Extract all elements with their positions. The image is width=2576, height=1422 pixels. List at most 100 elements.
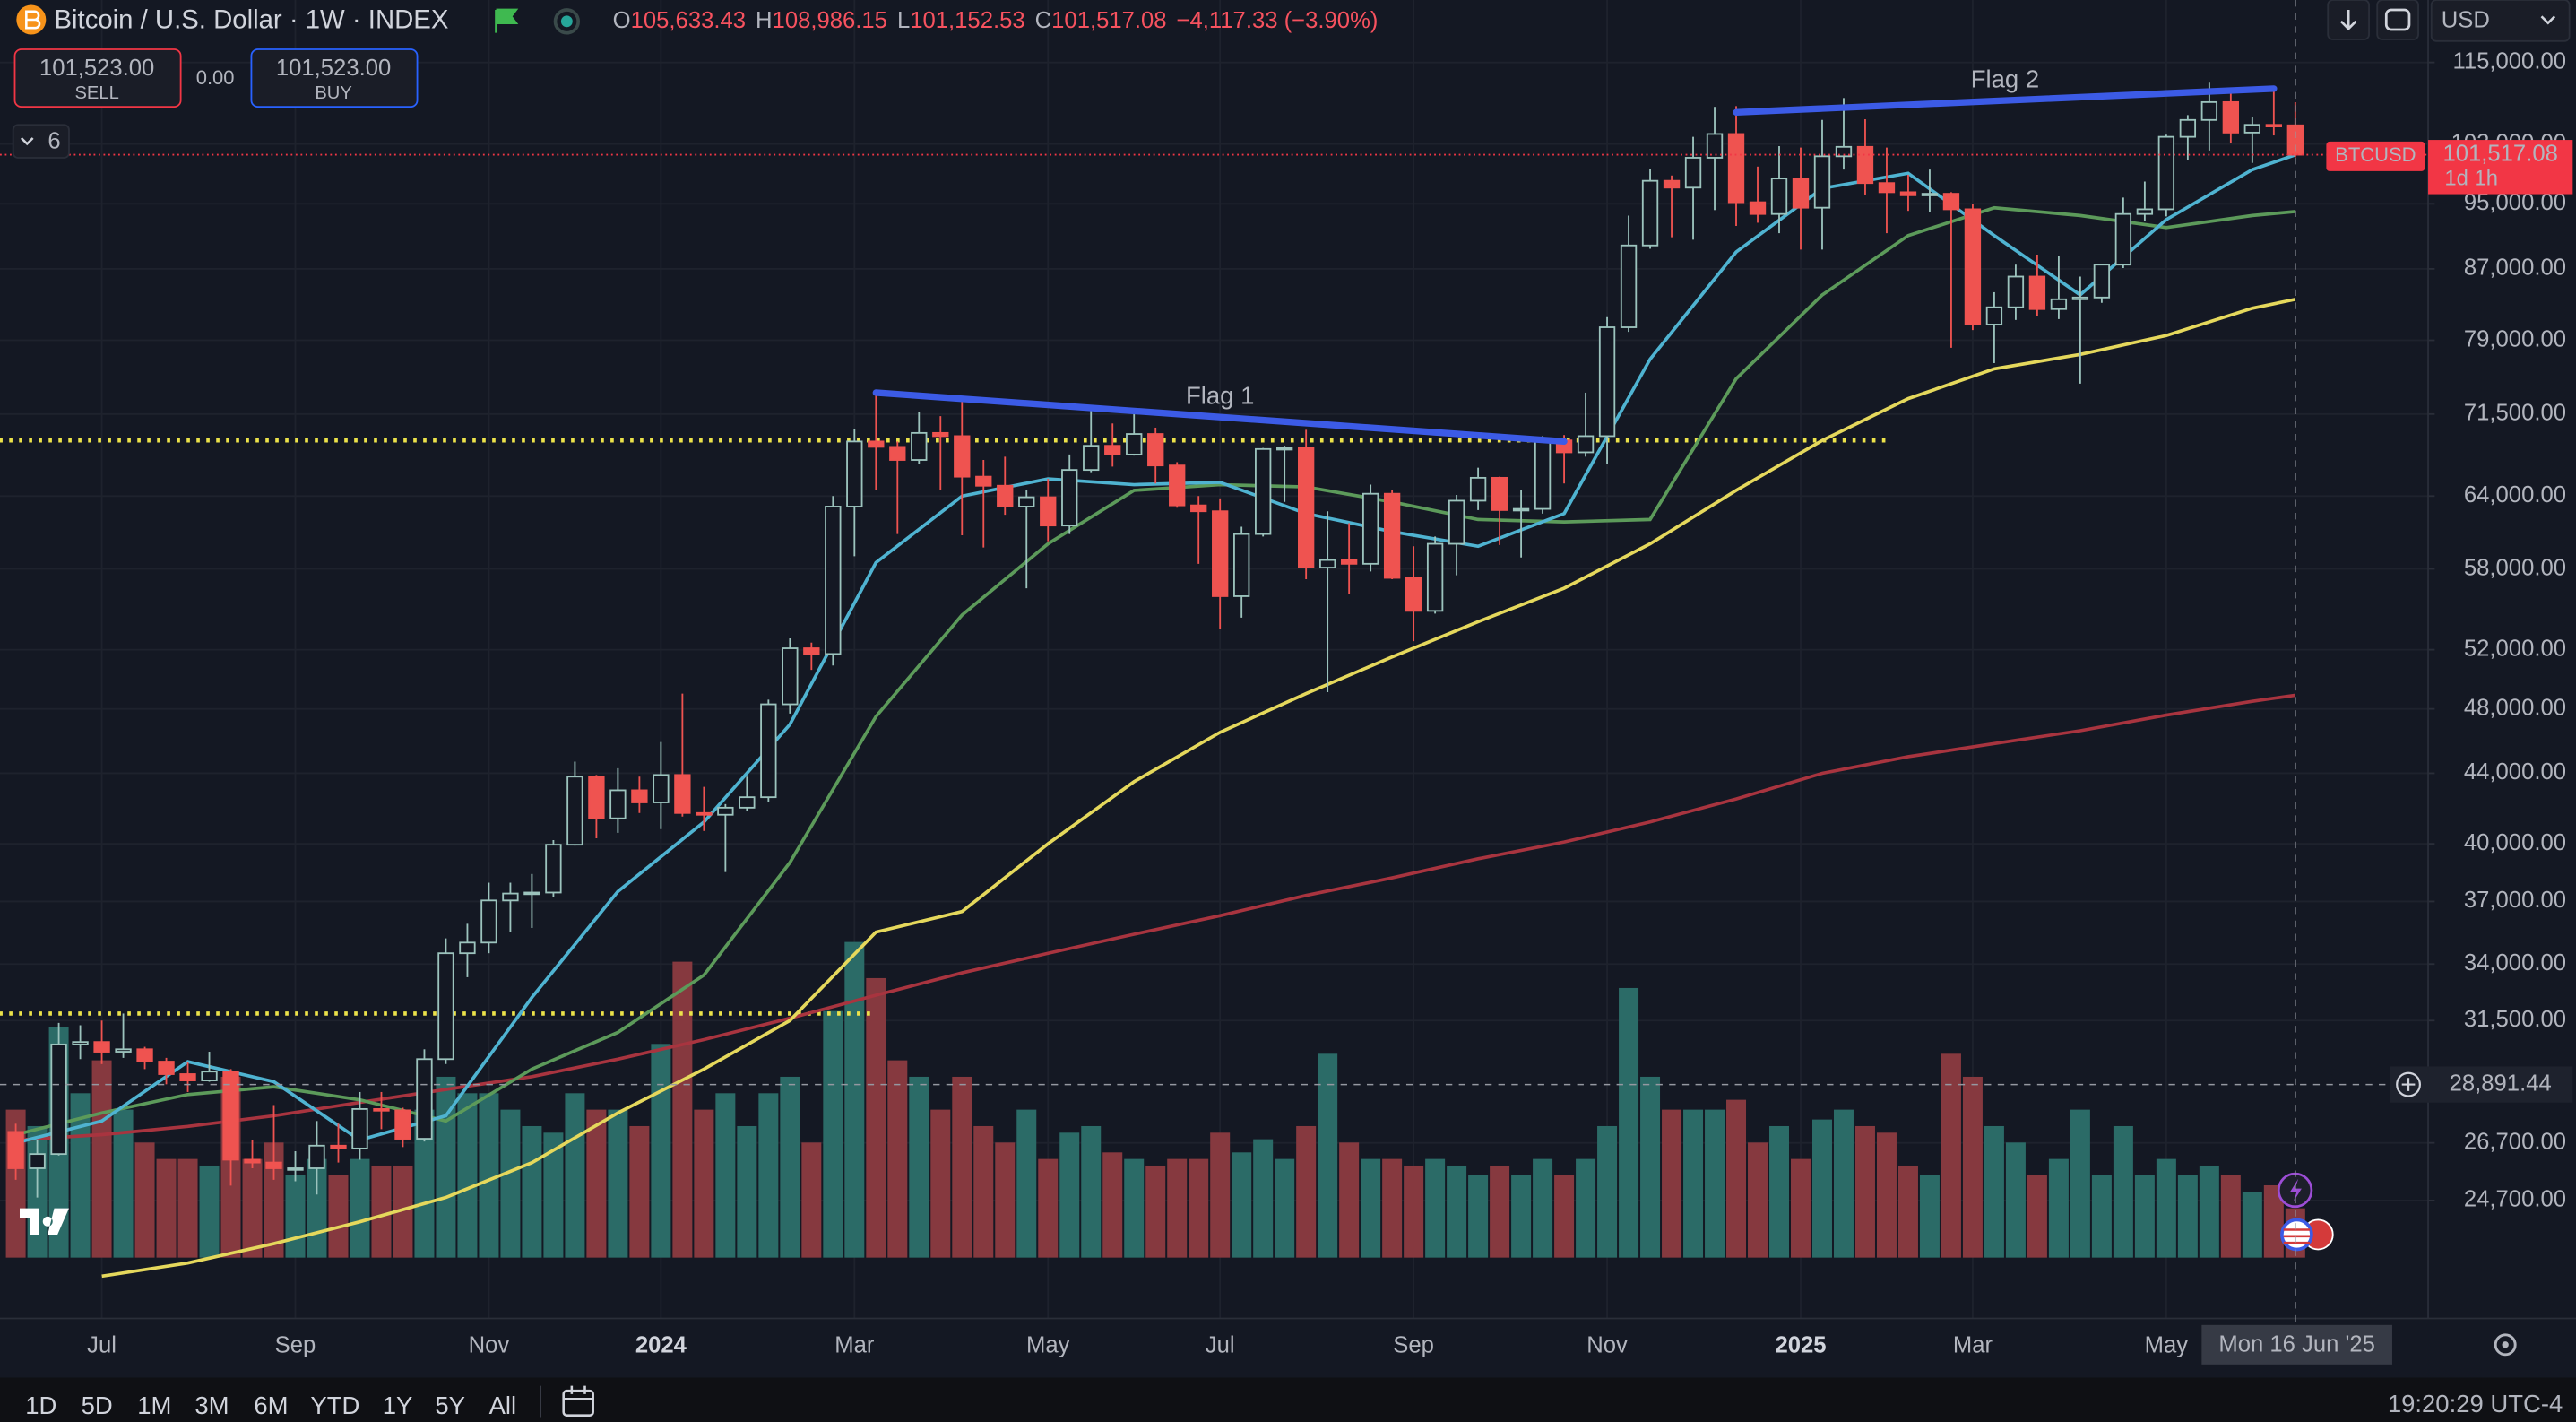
candle-body xyxy=(136,1048,153,1062)
ohlc-key: C xyxy=(1035,8,1052,33)
candle-body xyxy=(1383,492,1401,579)
candle-body xyxy=(502,892,519,902)
y-tick-label: 95,000.00 xyxy=(2464,190,2566,215)
candle-body xyxy=(1083,445,1100,472)
bar-countdown: 1d 1h xyxy=(2444,166,2498,190)
x-tick-label: 2024 xyxy=(635,1332,687,1357)
volume-bar xyxy=(177,1158,198,1258)
symbol-tag-label: BTCUSD xyxy=(2335,143,2416,166)
candle-body xyxy=(330,1144,347,1149)
candle-body xyxy=(1620,244,1638,328)
last-price-label: 101,517.08 xyxy=(2442,141,2557,166)
volume-bar xyxy=(887,1060,908,1258)
calendar-button[interactable] xyxy=(562,1389,594,1417)
volume-bar xyxy=(371,1165,392,1258)
candle-body xyxy=(2114,212,2132,266)
candle-body xyxy=(1426,542,1444,612)
last-price-tag xyxy=(2428,140,2573,195)
volume-bar xyxy=(2263,1184,2284,1258)
y-tick-label: 87,000.00 xyxy=(2464,256,2566,281)
volume-bar xyxy=(1468,1175,1489,1258)
volume-bar xyxy=(2156,1158,2176,1258)
candle-body xyxy=(1942,193,1960,211)
x-tick-label: Jul xyxy=(87,1332,117,1357)
y-tick-label: 34,000.00 xyxy=(2464,950,2566,975)
candle-body xyxy=(717,806,734,816)
candle-body xyxy=(1276,447,1293,451)
candle-body xyxy=(1921,193,1939,196)
symbol-title[interactable]: Bitcoin / U.S. Dollar · 1W · INDEX xyxy=(54,5,448,35)
candle-body xyxy=(1641,179,1659,247)
indicators-toggle[interactable] xyxy=(12,124,70,159)
bottom-toolbar xyxy=(0,1377,2576,1422)
volume-bar xyxy=(715,1093,736,1258)
candle-body xyxy=(1491,476,1508,511)
ohlc-legend: O105,633.43 H108,986.15 L101,152.53 C101,51… xyxy=(613,8,1379,33)
buy-button[interactable] xyxy=(250,48,419,108)
volume-bar xyxy=(2177,1175,2198,1258)
volume-bar xyxy=(1619,987,1639,1258)
candle-body xyxy=(1835,145,1853,158)
volume-bar xyxy=(1790,1158,1811,1258)
timeframe-buttons: 1D 5D 1M 3M 6M YTD 1Y 5Y All xyxy=(25,1392,516,1419)
y-tick-label: 79,000.00 xyxy=(2464,326,2566,351)
candle-body xyxy=(1297,447,1315,568)
timeframe-button[interactable]: YTD xyxy=(310,1392,359,1419)
settings-icon xyxy=(2502,1341,2509,1348)
volume-bar xyxy=(1361,1158,1381,1258)
timeframe-button[interactable]: 5Y xyxy=(435,1392,465,1419)
volume-bar xyxy=(1984,1125,2004,1258)
currency-select[interactable] xyxy=(2430,0,2571,42)
timeframe-button[interactable]: 5D xyxy=(82,1392,113,1419)
economic-event-icon[interactable] xyxy=(2280,1218,2313,1252)
volume-bar xyxy=(543,1132,564,1258)
sell-button[interactable] xyxy=(13,48,182,108)
volume-bar xyxy=(1769,1125,1790,1258)
timeframe-button[interactable]: All xyxy=(489,1392,517,1419)
candle-body xyxy=(2136,208,2154,215)
volume-bar xyxy=(629,1125,650,1258)
x-tick-label: May xyxy=(2145,1332,2189,1357)
volume-bar xyxy=(952,1076,972,1258)
candle-body xyxy=(545,844,562,894)
flag-icon[interactable] xyxy=(495,8,519,33)
candle-body xyxy=(1040,496,1057,527)
candle-body xyxy=(1964,208,1982,325)
candle-body xyxy=(394,1109,411,1140)
settings-button[interactable] xyxy=(2494,1333,2517,1357)
fullscreen-button[interactable] xyxy=(2376,0,2419,40)
candle-body xyxy=(1018,496,1035,507)
y-tick-label: 58,000.00 xyxy=(2464,555,2566,580)
timeframe-button[interactable]: 1Y xyxy=(383,1392,413,1419)
candle-body xyxy=(2286,124,2304,156)
sell-label: SELL xyxy=(74,83,118,103)
volume-bar xyxy=(1189,1158,1209,1258)
spread: 0.00 xyxy=(196,66,235,89)
currency: USD xyxy=(2442,8,2490,33)
candle-body xyxy=(609,789,627,819)
volume-bar xyxy=(436,1076,456,1258)
timeframe-button[interactable]: 3M xyxy=(194,1392,229,1419)
candle-body xyxy=(437,952,454,1061)
y-tick-label: 52,000.00 xyxy=(2464,636,2566,661)
timeframe-button[interactable]: 1D xyxy=(25,1392,56,1419)
crosshair-price-label: 28,891.44 xyxy=(2450,1071,2552,1096)
y-tick-label: 40,000.00 xyxy=(2464,830,2566,855)
candle-body xyxy=(351,1108,368,1149)
candle-body xyxy=(1512,507,1530,512)
crosshair-date-label: Mon 16 Jun '25 xyxy=(2218,1332,2375,1357)
timeframe-button[interactable]: 6M xyxy=(254,1392,288,1419)
add-alert-button[interactable] xyxy=(2396,1071,2421,1097)
volume-bar xyxy=(1081,1125,1102,1258)
symbol-tag xyxy=(2326,141,2425,171)
x-tick-label: 2025 xyxy=(1775,1332,1826,1357)
volume-bar xyxy=(2027,1175,2047,1258)
event-glyph xyxy=(2290,1178,2302,1202)
timeframe-button[interactable]: 1M xyxy=(137,1392,171,1419)
candle-body xyxy=(7,1131,24,1169)
volume-bar xyxy=(2220,1175,2241,1258)
volume-bar xyxy=(414,1109,435,1258)
candle-body xyxy=(1813,155,1831,209)
crosshair-date-tag xyxy=(2201,1324,2392,1365)
x-tick-label: Sep xyxy=(1393,1332,1434,1357)
